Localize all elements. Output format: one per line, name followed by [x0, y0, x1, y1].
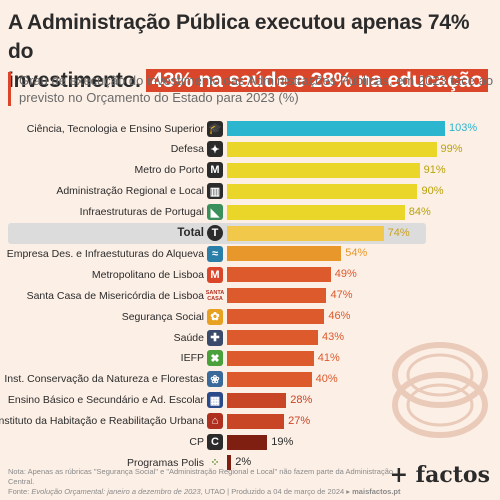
title-highlight: 43% na saúde e 28% na educação [146, 69, 488, 92]
iefp-icon: ✖ [207, 350, 223, 367]
value-label: 84% [408, 205, 431, 218]
value-label: 28% [290, 393, 313, 406]
title-line-2-plain: investimento. [8, 69, 141, 92]
source-title: Evolução Orçamental: janeiro a dezembro … [31, 487, 201, 496]
bar [227, 204, 405, 220]
value-label: 47% [330, 289, 353, 302]
category-label: Ciência, Tecnologia e Ensino Superior [26, 122, 204, 135]
value-label: 49% [334, 268, 357, 281]
alqueva-icon: ≈ [207, 245, 223, 262]
category-label: Defesa [170, 143, 204, 156]
category-label: Total [177, 227, 204, 239]
category-label: Santa Casa de Misericórdia de Lisboa [26, 289, 204, 302]
soldier-icon: ✦ [207, 141, 223, 158]
footer-note: Nota: Apenas as rúbricas "Segurança Soci… [8, 467, 408, 497]
bar [227, 267, 331, 283]
social-security-icon: ✿ [207, 308, 223, 325]
bar [227, 413, 285, 429]
category-label: Instituto da Habitação e Reabilitação Ur… [0, 415, 204, 428]
value-label: 46% [328, 310, 351, 323]
value-label: 54% [345, 247, 368, 260]
category-label: Infraestruturas de Portugal [79, 206, 204, 219]
source-prefix: Fonte: [8, 487, 32, 496]
category-label: Programas Polis [126, 456, 204, 469]
bar [227, 434, 268, 450]
bar [227, 141, 437, 157]
bar [227, 330, 318, 345]
source-line: Fonte: Evolução Orçamental: janeiro a de… [8, 487, 408, 497]
bar [227, 162, 420, 178]
category-label: Inst. Conservação da Natureza e Floresta… [4, 373, 204, 386]
bar [227, 350, 314, 366]
bar [227, 183, 418, 199]
category-label: CP [189, 436, 204, 448]
total-icon: T [207, 225, 223, 241]
cp-icon: C [207, 434, 223, 450]
value-label: 2% [235, 456, 252, 469]
metro-lisboa-icon: M [207, 266, 223, 283]
category-label: Saúde [173, 331, 204, 344]
site-link[interactable]: maisfactos.pt [352, 487, 401, 496]
housing-icon: ⌂ [207, 413, 223, 430]
value-label: 19% [271, 435, 294, 448]
value-label: 74% [387, 226, 410, 239]
polis-icon: ⁘ [210, 457, 220, 470]
bar [227, 121, 445, 136]
value-label: 91% [423, 163, 446, 176]
category-label: Metropolitano de Lisboa [91, 268, 204, 281]
category-label: Administração Regional e Local [56, 185, 204, 198]
category-label: IEFP [180, 352, 204, 365]
value-label: 103% [449, 122, 478, 134]
note-text: Nota: Apenas as rúbricas "Segurança Soci… [8, 467, 394, 486]
nature-icon: ❀ [207, 371, 223, 388]
metro-porto-icon: M [207, 162, 223, 179]
bar [227, 225, 384, 241]
brand-logo: + factos [389, 462, 490, 488]
school-icon: ▦ [207, 392, 223, 409]
bar [227, 309, 325, 325]
coins-illustration [392, 342, 488, 438]
health-cross-icon: ✚ [207, 329, 223, 346]
bar [227, 288, 327, 304]
category-label: Ensino Básico e Secundário e Ad. Escolar [7, 394, 204, 407]
value-label: 40% [315, 372, 338, 385]
building-icon: ▥ [207, 183, 223, 200]
value-label: 43% [322, 331, 345, 343]
value-label: 99% [440, 142, 463, 155]
value-label: 27% [288, 414, 311, 427]
value-label: 90% [421, 184, 444, 197]
bar [227, 455, 232, 471]
santa-casa-logo-icon: SANTA CASA [205, 289, 225, 302]
source-suffix: , UTAO | Produzido a 04 de março de 2024… [200, 487, 353, 496]
value-label: 41% [317, 351, 340, 364]
title-line-1: A Administração Pública executou apenas … [8, 11, 470, 63]
category-label: Segurança Social [121, 310, 204, 323]
bar [227, 371, 312, 387]
chart-subtitle: Grau de execução do investimento das Adm… [8, 72, 500, 106]
chart-title: A Administração Pública executou apenas … [8, 8, 494, 95]
ip-logo-icon: ◣ [207, 204, 223, 221]
category-label: Empresa Des. e Infraestuturas do Alqueva [6, 247, 204, 260]
graduation-cap-icon: 🎓 [207, 120, 223, 137]
category-label: Metro do Porto [134, 164, 204, 177]
bar [227, 392, 287, 408]
title-line-2: investimento. 43% na saúde e 28% na educ… [8, 66, 494, 95]
bar [227, 246, 342, 262]
